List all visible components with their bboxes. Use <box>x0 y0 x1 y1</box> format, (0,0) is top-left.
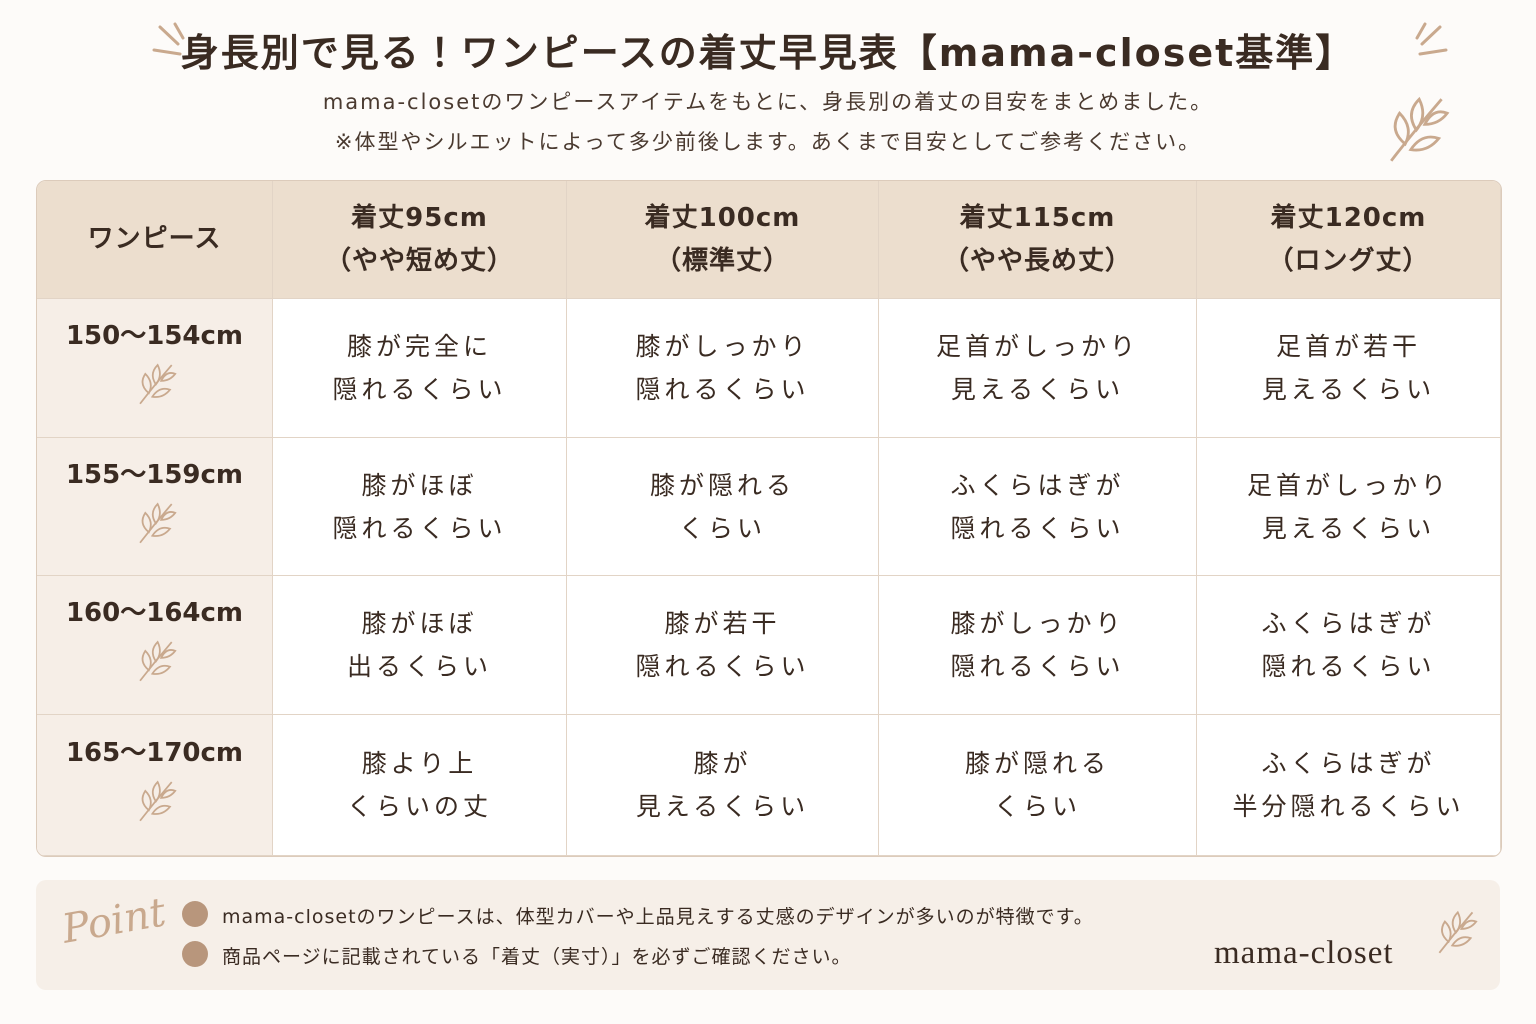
cell-text: 見えるくらい <box>1261 375 1436 404</box>
corner-text: ワンピース <box>87 224 222 254</box>
column-header-text: 着丈100cm <box>644 202 801 233</box>
cell-text: 隠れるくらい <box>635 652 810 681</box>
cell-text: 隠れるくらい <box>332 375 507 404</box>
leaf <box>138 502 177 544</box>
subtitle: ※体型やシルエットによって多少前後します。あくまで目安としてご参考ください。 <box>334 130 1202 154</box>
table-cell: ふくらはぎが 半分隠れるくらい <box>1197 715 1501 856</box>
table-cell: 膝が若干隠れるくらい <box>567 576 879 715</box>
cell-text: くらい <box>993 792 1081 821</box>
cell-text: 膝が若干 <box>664 609 781 638</box>
row-header: 160～164cm <box>37 576 273 715</box>
leaf-icon <box>133 635 177 697</box>
column-header-text: 着丈115cm <box>959 202 1116 233</box>
cell-text: くらいの丈 <box>346 792 492 821</box>
table: ワンピース 着丈95cm （やや短め丈） 着丈100cm （標準丈） 着丈115cm （やや… <box>36 180 1502 857</box>
check-icon <box>182 901 208 927</box>
cell-text: 膝が隠れる <box>649 470 795 500</box>
leaf-icon <box>133 358 177 420</box>
row-label: 150～154cm <box>65 321 244 352</box>
table-cell: 膝がしっかり 隠れるくらい <box>567 299 879 438</box>
cell-text: 膝が隠れる <box>964 749 1110 778</box>
cell-text: 膝がほぼ <box>361 609 478 638</box>
column-header: 着丈120cm （ロング丈） <box>1197 181 1501 299</box>
cell-text: ふくらはぎが <box>1261 609 1436 638</box>
column-header-text: （やや短め丈） <box>324 245 514 276</box>
cell-text: ふくらはぎが <box>950 470 1125 500</box>
leaf-icon <box>133 497 177 559</box>
cell-text: 膝より上 <box>361 749 478 778</box>
leaf <box>1438 910 1478 954</box>
brand: mama-closet <box>1214 935 1394 971</box>
column-header: 着丈115cm （やや長め丈） <box>879 181 1197 299</box>
table-cell: 足首がしっかり 見えるくらい <box>1197 438 1501 576</box>
leaf-icon <box>133 775 177 837</box>
deco-lines <box>152 22 185 56</box>
leaf <box>138 363 177 405</box>
note: mama-closetのワンピースは、体型カバーや上品見えする丈感のデザインが多… <box>222 906 1094 928</box>
cell-text: くらい <box>678 513 766 543</box>
cell-text: 膝がほぼ <box>361 470 478 500</box>
table-cell: 膝が隠れる くらい <box>879 715 1197 856</box>
row-label: 155～159cm <box>65 459 244 490</box>
leaf <box>138 640 177 682</box>
cell-text: 足首がしっかり <box>935 332 1139 361</box>
corner-cell: ワンピース <box>37 181 273 299</box>
title: 身長別で見る！ワンピースの着丈早見表【mama-closet基準】 <box>180 31 1356 75</box>
row-label: 165～170cm <box>65 738 244 769</box>
table-cell: 膝が隠れる くらい <box>567 438 879 576</box>
table-cell: ふくらはぎが 隠れるくらい <box>1197 576 1501 715</box>
cell-text: 隠れるくらい <box>1261 652 1436 681</box>
cell-text: 見えるくらい <box>635 792 810 821</box>
table-cell: 膝がしっかり 隠れるくらい <box>879 576 1197 715</box>
cell-text: 出るくらい <box>346 652 492 681</box>
cell-text: 隠れるくらい <box>635 375 810 404</box>
cell-text: 半分隠れるくらい <box>1232 792 1465 821</box>
table-cell: 膝が 見えるくらい <box>567 715 879 856</box>
column-header-text: （ロング丈） <box>1267 245 1430 276</box>
table-cell: 膝がほぼ 出るくらい <box>273 576 567 715</box>
table-cell: 足首がしっかり 見えるくらい <box>879 299 1197 438</box>
row-header: 150～154cm <box>37 299 273 438</box>
leaf-icon <box>1432 905 1478 960</box>
cell-text: ふくらはぎが <box>1261 749 1436 778</box>
table-cell: 膝より上 くらいの丈 <box>273 715 567 856</box>
cell-text: 見えるくらい <box>950 375 1125 404</box>
table-cell: 足首が若干見えるくらい <box>1197 299 1501 438</box>
cell-text: 足首が若干 <box>1275 332 1421 361</box>
cell-text: 膝が完全に <box>346 332 492 361</box>
table-cell: 膝が完全に隠れるくらい <box>273 299 567 438</box>
check-icon <box>182 941 208 967</box>
column-header: 着丈100cm （標準丈） <box>567 181 879 299</box>
column-header-text: 着丈95cm <box>351 202 488 233</box>
leaf <box>138 780 177 822</box>
row-header: 165～170cm <box>37 715 273 856</box>
column-header-text: （標準丈） <box>654 245 790 276</box>
footer <box>36 880 1500 990</box>
cell-text: 膝がしっかり <box>635 332 810 361</box>
leaf-icon <box>1380 88 1450 169</box>
table-cell: ふくらはぎが 隠れるくらい <box>879 438 1197 576</box>
leaf <box>1390 96 1450 162</box>
cell-text: 膝がしっかり <box>950 609 1125 638</box>
column-header-text: （やや長め丈） <box>942 245 1132 276</box>
cell-text: 膝が <box>693 749 752 778</box>
row-header: 155～159cm <box>37 438 273 576</box>
cell-text: 足首がしっかり <box>1246 470 1450 500</box>
cell-text: 見えるくらい <box>1261 513 1436 543</box>
note: 商品ページに記載されている「着丈（実寸）」を必ずご確認ください。 <box>222 946 852 968</box>
deco-lines <box>1415 22 1448 56</box>
row-label: 160～164cm <box>65 598 244 629</box>
subtitle: mama-closetのワンピースアイテムをもとに、身長別の着丈の目安をまとめま… <box>322 90 1214 114</box>
cell-text: 隠れるくらい <box>950 513 1125 543</box>
column-header: 着丈95cm （やや短め丈） <box>273 181 567 299</box>
table-cell: 膝がほぼ隠れるくらい <box>273 438 567 576</box>
cell-text: 隠れるくらい <box>950 652 1125 681</box>
column-header-text: 着丈120cm <box>1270 202 1427 233</box>
cell-text: 隠れるくらい <box>332 513 507 543</box>
